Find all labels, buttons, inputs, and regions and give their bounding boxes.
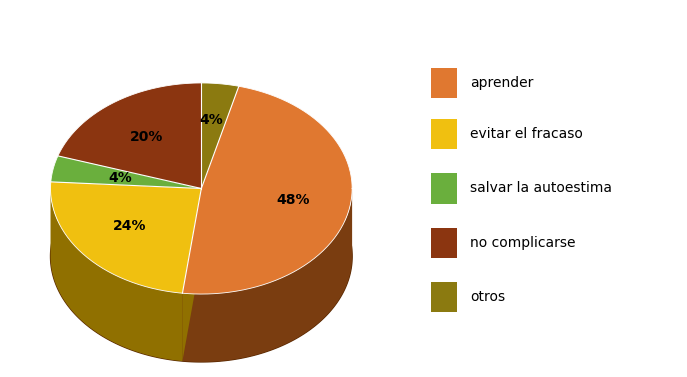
Polygon shape xyxy=(51,156,201,188)
FancyBboxPatch shape xyxy=(431,119,458,149)
Polygon shape xyxy=(183,190,352,362)
Text: salvar la autoestima: salvar la autoestima xyxy=(471,181,612,196)
Polygon shape xyxy=(51,151,352,362)
Text: 4%: 4% xyxy=(108,171,132,185)
Text: otros: otros xyxy=(471,290,506,304)
Polygon shape xyxy=(183,188,201,361)
FancyBboxPatch shape xyxy=(431,173,458,204)
Polygon shape xyxy=(51,189,183,361)
Polygon shape xyxy=(183,188,201,361)
Text: evitar el fracaso: evitar el fracaso xyxy=(471,127,583,141)
FancyBboxPatch shape xyxy=(431,282,458,312)
FancyBboxPatch shape xyxy=(431,228,458,258)
Polygon shape xyxy=(51,182,201,293)
Polygon shape xyxy=(201,83,239,188)
Text: no complicarse: no complicarse xyxy=(471,236,576,250)
Text: 48%: 48% xyxy=(276,193,310,207)
FancyBboxPatch shape xyxy=(431,68,458,98)
Polygon shape xyxy=(183,86,352,294)
Text: 24%: 24% xyxy=(113,219,146,233)
Text: 20%: 20% xyxy=(130,130,163,144)
Text: 4%: 4% xyxy=(199,113,223,127)
Text: aprender: aprender xyxy=(471,76,534,90)
Polygon shape xyxy=(58,83,201,188)
